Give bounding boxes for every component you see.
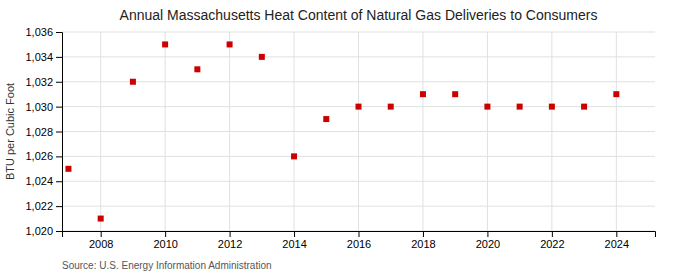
- tick: 2008: [89, 231, 113, 250]
- grid-line: [62, 206, 655, 207]
- tick-mark: [616, 231, 617, 237]
- point: [452, 91, 458, 97]
- tick: 2016: [347, 231, 371, 250]
- grid-line: [62, 131, 655, 132]
- tick-label: 1,020: [25, 225, 53, 237]
- tick-label: 1,032: [25, 76, 53, 88]
- tick-label: 2020: [476, 238, 500, 250]
- tick-mark: [359, 231, 360, 237]
- tick-label: 2022: [540, 238, 564, 250]
- chart: 2008 2010 2012 2014 2016 2018 2020 2022 2024 1,02…: [0, 0, 675, 275]
- tick-mark: [56, 57, 62, 58]
- tick-label: 1,036: [25, 26, 53, 38]
- source: Source: U.S. Energy Information Administ…: [62, 260, 272, 271]
- tick: 2022: [540, 231, 564, 250]
- tick-label: 2014: [282, 238, 306, 250]
- tick-label: 2012: [218, 238, 242, 250]
- y-axis-title: BTU per Cubic Foot: [4, 83, 16, 180]
- tick-label: 2010: [153, 238, 177, 250]
- tick-label: 1,026: [25, 150, 53, 162]
- tick: 1,022: [25, 200, 62, 212]
- point: [388, 104, 394, 110]
- point: [291, 153, 297, 159]
- tick: 2012: [218, 231, 242, 250]
- point: [259, 54, 265, 60]
- point: [323, 116, 329, 122]
- point: [420, 91, 426, 97]
- tick: 1,032: [25, 76, 62, 88]
- tick-mark: [56, 82, 62, 83]
- point: [194, 66, 200, 72]
- tick: 1,028: [25, 126, 62, 138]
- x-axis: 2008 2010 2012 2014 2016 2018 2020 2022 2024: [63, 231, 656, 250]
- tick-mark: [56, 231, 62, 232]
- tick-mark: [423, 231, 424, 237]
- tick-label: 2024: [605, 238, 629, 250]
- tick-mark: [56, 132, 62, 133]
- tick-mark: [56, 206, 62, 207]
- tick: 1,034: [25, 51, 62, 63]
- tick-label: 2016: [347, 238, 371, 250]
- tick: 2014: [282, 231, 306, 250]
- point: [98, 216, 104, 222]
- marks: [65, 41, 619, 221]
- tick: 1,026: [25, 150, 62, 162]
- axis-line: [63, 232, 656, 238]
- tick-label: 1,022: [25, 200, 53, 212]
- grid-line: [62, 181, 655, 182]
- tick-mark: [56, 107, 62, 108]
- tick-label: 1,030: [25, 101, 53, 113]
- tick-mark: [165, 231, 166, 237]
- tick-mark: [487, 231, 488, 237]
- tick-mark: [56, 156, 62, 157]
- tick-mark: [101, 231, 102, 237]
- tick: 2024: [605, 231, 629, 250]
- point: [613, 91, 619, 97]
- tick: 1,024: [25, 175, 62, 187]
- tick: 2018: [411, 231, 435, 250]
- grid-line: [62, 156, 655, 157]
- point: [581, 104, 587, 110]
- plot: 2008 2010 2012 2014 2016 2018 2020 2022 2024 1,02…: [25, 26, 655, 250]
- y-axis: 1,020 1,022 1,024 1,026 1,028 1,030 1,032 1,034…: [25, 26, 62, 237]
- tick-mark: [552, 231, 553, 237]
- grid-line: [62, 32, 655, 33]
- axis-line: [56, 33, 63, 232]
- tick: 2020: [476, 231, 500, 250]
- point: [65, 166, 71, 172]
- tick-label: 2008: [89, 238, 113, 250]
- tick: 2010: [153, 231, 177, 250]
- point: [227, 41, 233, 47]
- point: [162, 41, 168, 47]
- tick-label: 1,028: [25, 126, 53, 138]
- title: Annual Massachusetts Heat Content of Nat…: [120, 7, 598, 23]
- tick-mark: [56, 32, 62, 33]
- tick: 1,030: [25, 101, 62, 113]
- tick: 1,020: [25, 225, 62, 237]
- tick-mark: [230, 231, 231, 237]
- point: [356, 104, 362, 110]
- tick-label: 1,024: [25, 175, 53, 187]
- tick-mark: [56, 181, 62, 182]
- point: [549, 104, 555, 110]
- grid: [62, 32, 655, 231]
- point: [517, 104, 523, 110]
- point: [130, 79, 136, 85]
- grid-line: [62, 81, 655, 82]
- grid-line: [62, 56, 655, 57]
- tick-label: 1,034: [25, 51, 53, 63]
- tick: 1,036: [25, 26, 62, 38]
- point: [484, 104, 490, 110]
- tick-mark: [294, 231, 295, 237]
- tick-label: 2018: [411, 238, 435, 250]
